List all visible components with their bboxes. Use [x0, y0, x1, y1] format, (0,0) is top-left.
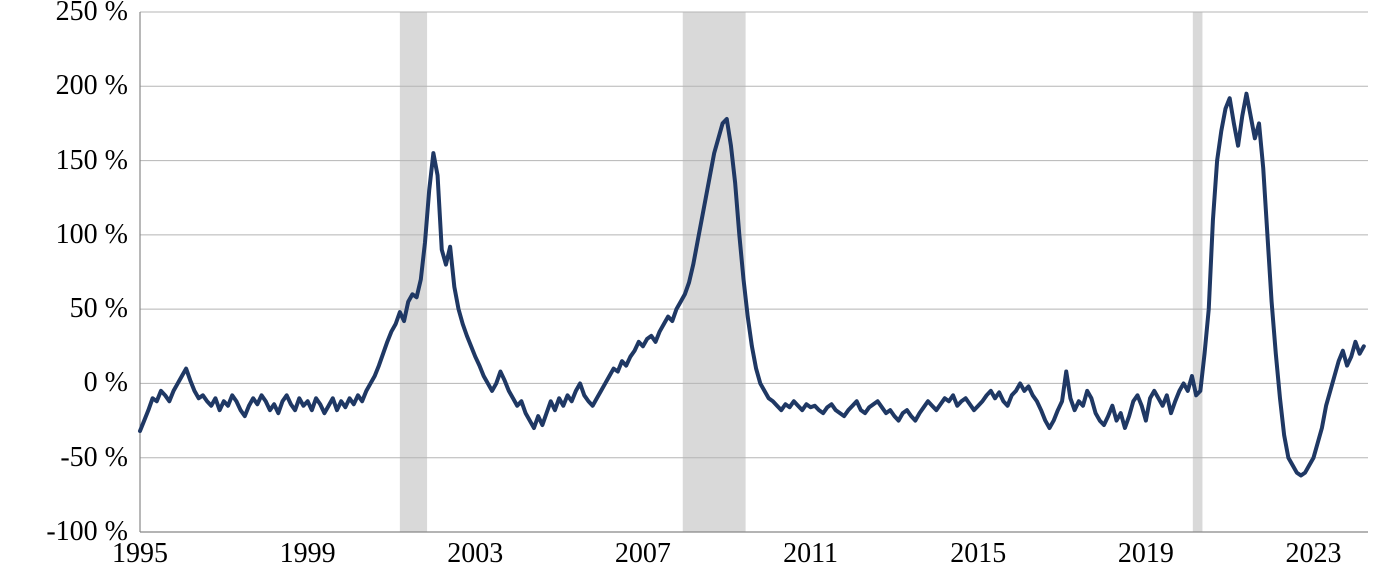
x-axis-tick-label: 2015: [950, 538, 1006, 570]
x-axis-tick-label: 2023: [1286, 538, 1342, 570]
x-axis-tick-label: 1999: [280, 538, 336, 570]
y-axis-tick-label: 250 %: [56, 0, 128, 28]
x-axis-tick-label: 2007: [615, 538, 671, 570]
y-axis-tick-label: 150 %: [56, 145, 128, 177]
line-chart: [0, 0, 1380, 586]
x-axis-tick-label: 2003: [447, 538, 503, 570]
y-axis-tick-label: 50 %: [70, 293, 128, 325]
x-axis-tick-label: 2019: [1118, 538, 1174, 570]
y-axis-tick-label: -50 %: [60, 442, 128, 474]
y-axis-tick-label: 0 %: [84, 367, 128, 399]
chart-container: -100 %-50 %0 %50 %100 %150 %200 %250 %19…: [0, 0, 1380, 586]
x-axis-tick-label: 2011: [783, 538, 838, 570]
y-axis-tick-label: 200 %: [56, 70, 128, 102]
x-axis-tick-label: 1995: [112, 538, 168, 570]
y-axis-tick-label: 100 %: [56, 219, 128, 251]
